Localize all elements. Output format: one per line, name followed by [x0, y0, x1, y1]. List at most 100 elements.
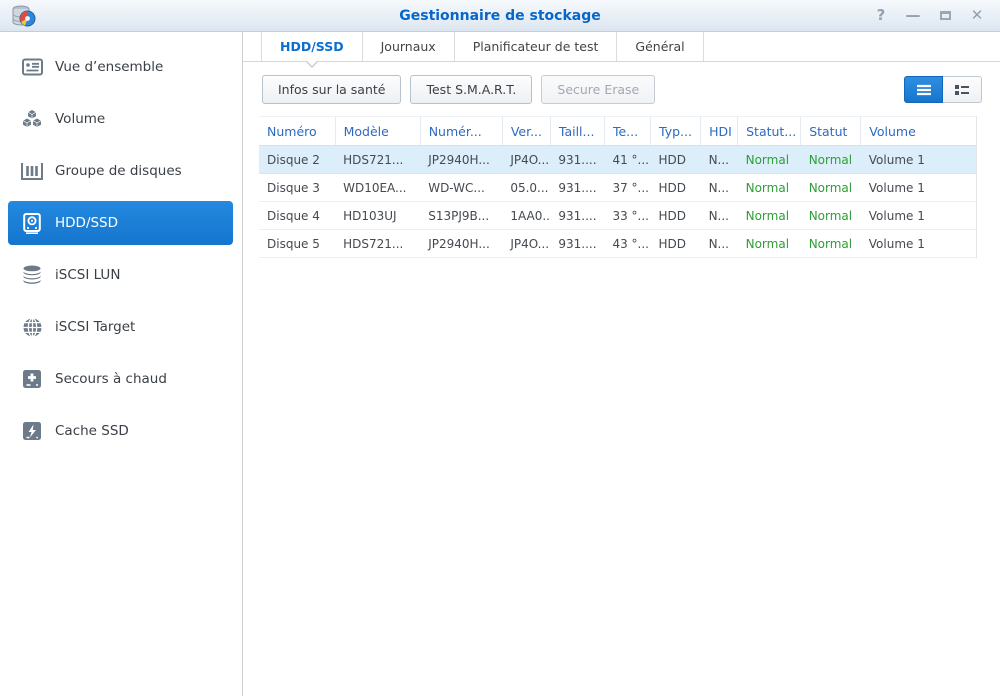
sidebar-item-label: HDD/SSD — [55, 215, 118, 231]
column-header-type[interactable]: Typ... — [651, 117, 701, 146]
column-header-taille[interactable]: Taill... — [550, 117, 604, 146]
sidebar-item-iscsi-target[interactable]: iSCSI Target — [8, 305, 233, 349]
cell-numero: Disque 5 — [259, 230, 335, 258]
column-header-numero[interactable]: Numéro — [259, 117, 335, 146]
table-row-disque-5[interactable]: Disque 5 HDS721... JP2940H... JP4O... 93… — [259, 230, 976, 258]
cell-statut-smart: Normal — [738, 174, 801, 202]
sidebar-item-label: Secours à chaud — [55, 371, 167, 387]
column-header-volume[interactable]: Volume — [861, 117, 976, 146]
sidebar-item-groupe-de-disques[interactable]: Groupe de disques — [8, 149, 233, 193]
cell-modele: HD103UJ — [335, 202, 420, 230]
hard-drive-icon — [21, 212, 43, 234]
cell-statut: Normal — [801, 174, 861, 202]
cell-numero-serie: WD-WC... — [420, 174, 502, 202]
cell-hdd: N... — [701, 146, 738, 174]
sidebar-item-cache-ssd[interactable]: Cache SSD — [8, 409, 233, 453]
list-view-button[interactable] — [904, 76, 943, 103]
cell-statut: Normal — [801, 202, 861, 230]
cell-numero-serie: JP2940H... — [420, 146, 502, 174]
cell-type: HDD — [651, 174, 701, 202]
cell-hdd: N... — [701, 202, 738, 230]
cell-statut-smart: Normal — [738, 230, 801, 258]
column-header-version[interactable]: Ver... — [502, 117, 550, 146]
table-row-disque-4[interactable]: Disque 4 HD103UJ S13PJ9B... 1AA0... 931.… — [259, 202, 976, 230]
tab-journaux[interactable]: Journaux — [362, 32, 454, 61]
column-header-statut[interactable]: Statut — [801, 117, 861, 146]
main-content: HDD/SSD Journaux Planificateur de test G… — [243, 32, 1000, 696]
sidebar-item-label: Vue d’ensemble — [55, 59, 163, 75]
cell-numero: Disque 4 — [259, 202, 335, 230]
disk-group-icon — [21, 160, 43, 182]
tab-general[interactable]: Général — [616, 32, 703, 61]
column-header-hdd[interactable]: HDI — [701, 117, 738, 146]
volume-cubes-icon — [21, 108, 43, 130]
cell-volume: Volume 1 — [861, 146, 976, 174]
cell-modele: WD10EA... — [335, 174, 420, 202]
hot-spare-icon — [21, 368, 43, 390]
cell-volume: Volume 1 — [861, 174, 976, 202]
cell-temperature: 37 °... — [604, 174, 650, 202]
minimize-icon[interactable]: — — [904, 7, 922, 25]
sidebar-item-label: iSCSI LUN — [55, 267, 120, 283]
sidebar-item-vue-densemble[interactable]: Vue d’ensemble — [8, 45, 233, 89]
cell-temperature: 41 °... — [604, 146, 650, 174]
cell-version: 1AA0... — [502, 202, 550, 230]
cell-statut-smart: Normal — [738, 146, 801, 174]
column-header-numero-serie[interactable]: Numér... — [420, 117, 502, 146]
tab-label: Général — [635, 39, 684, 54]
sidebar-item-iscsi-lun[interactable]: iSCSI LUN — [8, 253, 233, 297]
cell-numero-serie: JP2940H... — [420, 230, 502, 258]
column-header-statut-smart[interactable]: Statut... — [738, 117, 801, 146]
view-toggle — [904, 76, 982, 103]
tab-hdd-ssd[interactable]: HDD/SSD — [261, 32, 362, 61]
tab-label: HDD/SSD — [280, 39, 344, 54]
column-header-temperature[interactable]: Te... — [604, 117, 650, 146]
tab-bar: HDD/SSD Journaux Planificateur de test G… — [243, 32, 1000, 62]
cell-hdd: N... — [701, 174, 738, 202]
detail-view-button[interactable] — [943, 76, 982, 103]
storage-manager-window: Gestionnaire de stockage ? — ✕ Vue d’ens… — [0, 0, 1000, 696]
sidebar-item-hdd-ssd[interactable]: HDD/SSD — [8, 201, 233, 245]
cell-statut: Normal — [801, 230, 861, 258]
help-icon[interactable]: ? — [872, 7, 890, 25]
cell-numero-serie: S13PJ9B... — [420, 202, 502, 230]
cell-temperature: 43 °... — [604, 230, 650, 258]
sidebar-item-label: Cache SSD — [55, 423, 129, 439]
sidebar-item-label: Groupe de disques — [55, 163, 182, 179]
titlebar: Gestionnaire de stockage ? — ✕ — [0, 0, 1000, 32]
sidebar-item-label: iSCSI Target — [55, 319, 135, 335]
table-row-disque-3[interactable]: Disque 3 WD10EA... WD-WC... 05.0... 931.… — [259, 174, 976, 202]
secure-erase-button: Secure Erase — [541, 75, 655, 104]
sidebar: Vue d’ensemble Volume Groupe de disques … — [0, 32, 243, 696]
close-icon[interactable]: ✕ — [968, 7, 986, 25]
cell-volume: Volume 1 — [861, 202, 976, 230]
maximize-glyph — [940, 11, 951, 20]
disk-table: Numéro Modèle Numér... Ver... Taill... T… — [259, 116, 977, 258]
health-info-button[interactable]: Infos sur la santé — [262, 75, 401, 104]
cell-version: 05.0... — [502, 174, 550, 202]
overview-icon — [21, 56, 43, 78]
cell-taille: 931.... — [550, 202, 604, 230]
cell-type: HDD — [651, 230, 701, 258]
toolbar: Infos sur la santé Test S.M.A.R.T. Secur… — [243, 62, 1000, 116]
table-header-row: Numéro Modèle Numér... Ver... Taill... T… — [259, 117, 976, 146]
sidebar-item-volume[interactable]: Volume — [8, 97, 233, 141]
cell-statut-smart: Normal — [738, 202, 801, 230]
tab-label: Planificateur de test — [473, 39, 599, 54]
cell-numero: Disque 2 — [259, 146, 335, 174]
tab-planificateur-de-test[interactable]: Planificateur de test — [454, 32, 617, 61]
table-row-disque-2[interactable]: Disque 2 HDS721... JP2940H... JP4O... 93… — [259, 146, 976, 174]
cell-taille: 931.... — [550, 230, 604, 258]
column-header-modele[interactable]: Modèle — [335, 117, 420, 146]
window-title: Gestionnaire de stockage — [0, 8, 1000, 24]
cell-hdd: N... — [701, 230, 738, 258]
cell-taille: 931.... — [550, 146, 604, 174]
cell-type: HDD — [651, 146, 701, 174]
detail-view-icon — [954, 84, 970, 96]
disk-stack-icon — [21, 264, 43, 286]
cell-numero: Disque 3 — [259, 174, 335, 202]
sidebar-item-secours-a-chaud[interactable]: Secours à chaud — [8, 357, 233, 401]
maximize-icon[interactable] — [936, 7, 954, 25]
smart-test-button[interactable]: Test S.M.A.R.T. — [410, 75, 532, 104]
tab-label: Journaux — [381, 39, 436, 54]
